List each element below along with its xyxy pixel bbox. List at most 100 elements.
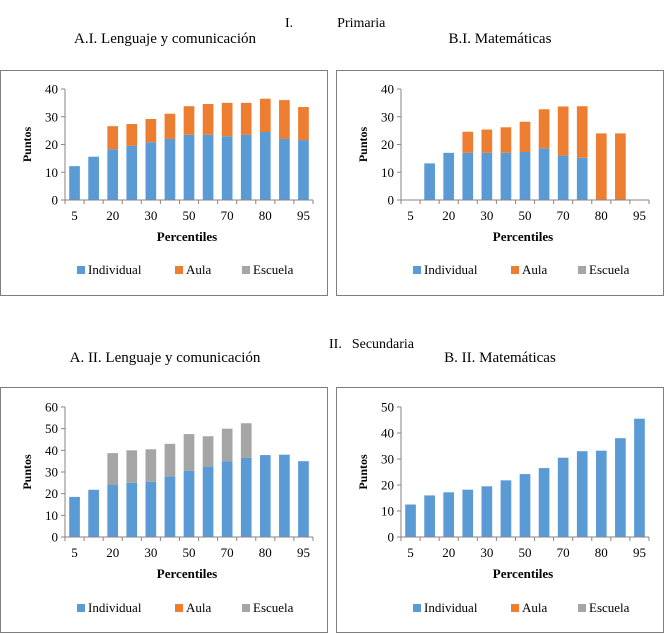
y-tick-label: 10 — [381, 165, 394, 180]
x-tick-label: 5 — [71, 545, 78, 560]
y-tick-label: 30 — [381, 452, 394, 467]
bar-individual-60 — [202, 466, 214, 537]
y-tick-label: 10 — [45, 508, 58, 523]
x-tick-label: 30 — [144, 208, 157, 223]
bar-individual-5 — [405, 504, 416, 537]
bar-aula-40 — [164, 113, 176, 139]
bar-individual-10 — [88, 489, 99, 537]
bar-individual-30 — [481, 486, 493, 537]
bar-individual-10 — [424, 495, 435, 537]
bar-aula-25 — [462, 131, 474, 153]
legend-label-escuela: Escuela — [589, 262, 630, 277]
bar-individual-25 — [126, 145, 138, 200]
x-tick-label: 70 — [557, 208, 570, 223]
section-numeral: II. — [329, 337, 342, 352]
bar-aula-95 — [298, 107, 309, 141]
x-tick-label: 95 — [297, 208, 310, 223]
legend-swatch-individual — [77, 266, 85, 274]
bar-individual-75 — [240, 457, 252, 537]
bar-individual-70 — [557, 457, 569, 537]
bar-aula-90 — [615, 133, 626, 200]
bar-individual-5 — [69, 166, 80, 200]
bar-individual-70 — [221, 136, 233, 200]
bar-aula-25 — [126, 123, 138, 146]
legend-swatch-individual — [413, 604, 421, 612]
y-tick-label: 0 — [388, 530, 395, 545]
bar-individual-20 — [107, 149, 119, 200]
section-label: Primaria — [337, 16, 386, 31]
legend-swatch-escuela — [242, 604, 250, 612]
x-tick-label: 5 — [71, 208, 78, 223]
bar-individual-10 — [88, 156, 99, 200]
section-label: Secundaria — [351, 337, 415, 352]
bar-escuela-40 — [164, 443, 176, 477]
bar-individual-30 — [481, 152, 493, 200]
y-tick-label: 30 — [45, 109, 58, 124]
legend-swatch-individual — [77, 604, 85, 612]
y-tick-label: 20 — [381, 137, 394, 152]
legend-label-aula: Aula — [522, 600, 548, 615]
bar-aula-50 — [183, 106, 195, 135]
bar-aula-20 — [107, 126, 119, 150]
y-tick-label: 40 — [381, 426, 394, 441]
x-axis-title: Percentiles — [493, 229, 553, 244]
bar-aula-50 — [519, 121, 531, 152]
bar-aula-40 — [500, 127, 512, 153]
bar-individual-95 — [298, 461, 309, 537]
bar-individual-90 — [615, 438, 626, 537]
x-tick-label: 50 — [519, 545, 532, 560]
bar-individual-50 — [183, 134, 195, 200]
x-tick-label: 80 — [595, 208, 608, 223]
legend-label-individual: Individual — [88, 600, 142, 615]
y-tick-label: 40 — [45, 82, 58, 97]
chart-lenguaje-secundaria: 0 10 20 30 40 50 60 5 20 30 50 70 80 95 Puntos Percenti… — [0, 387, 328, 633]
chart-title-a2: A. II. Lenguaje y comunicación — [69, 350, 261, 366]
legend-label-escuela: Escuela — [253, 262, 294, 277]
bar-individual-25 — [462, 152, 474, 200]
bar-aula-80 — [595, 133, 607, 200]
bar-aula-60 — [538, 109, 550, 149]
bar-individual-40 — [164, 476, 176, 537]
legend-label-aula: Aula — [186, 262, 212, 277]
legend-swatch-escuela — [578, 604, 586, 612]
x-axis-title: Percentiles — [157, 566, 217, 581]
x-tick-label: 20 — [442, 208, 455, 223]
x-tick-label: 95 — [297, 545, 310, 560]
section-title-primaria: I. Primaria — [278, 0, 385, 32]
bar-individual-40 — [500, 152, 512, 200]
x-tick-label: 20 — [442, 545, 455, 560]
section-title-secundaria: II. Secundaria — [322, 321, 414, 353]
y-tick-label: 30 — [381, 109, 394, 124]
bar-aula-30 — [481, 129, 493, 153]
y-tick-label: 40 — [381, 82, 394, 97]
bar-individual-50 — [519, 151, 531, 200]
bar-aula-70 — [557, 106, 569, 156]
bar-individual-60 — [202, 134, 214, 200]
y-tick-label: 20 — [45, 137, 58, 152]
legend-swatch-escuela — [242, 266, 250, 274]
bar-escuela-20 — [107, 453, 119, 485]
bar-individual-20 — [443, 492, 455, 537]
legend-label-aula: Aula — [186, 600, 212, 615]
bar-individual-30 — [145, 142, 157, 200]
bar-individual-90 — [279, 454, 290, 537]
bar-individual-80 — [259, 132, 271, 200]
bar-individual-95 — [634, 418, 645, 537]
chart-matematicas-primaria: 0 10 20 30 40 5 20 30 50 70 80 95 Puntos Percentiles I… — [336, 70, 664, 296]
bar-individual-50 — [183, 470, 195, 537]
bar-individual-95 — [298, 140, 309, 200]
x-tick-label: 20 — [106, 545, 119, 560]
x-tick-label: 70 — [221, 545, 234, 560]
x-tick-label: 95 — [633, 208, 646, 223]
bar-aula-75 — [240, 102, 252, 135]
y-tick-label: 20 — [381, 478, 394, 493]
legend-label-individual: Individual — [88, 262, 142, 277]
bar-individual-60 — [538, 148, 550, 200]
y-tick-label: 20 — [45, 486, 58, 501]
bar-escuela-60 — [202, 436, 214, 467]
bar-escuela-70 — [221, 428, 233, 462]
bar-individual-75 — [576, 157, 588, 200]
bar-individual-25 — [126, 482, 138, 537]
legend-label-aula: Aula — [522, 262, 548, 277]
bar-escuela-25 — [126, 450, 138, 483]
